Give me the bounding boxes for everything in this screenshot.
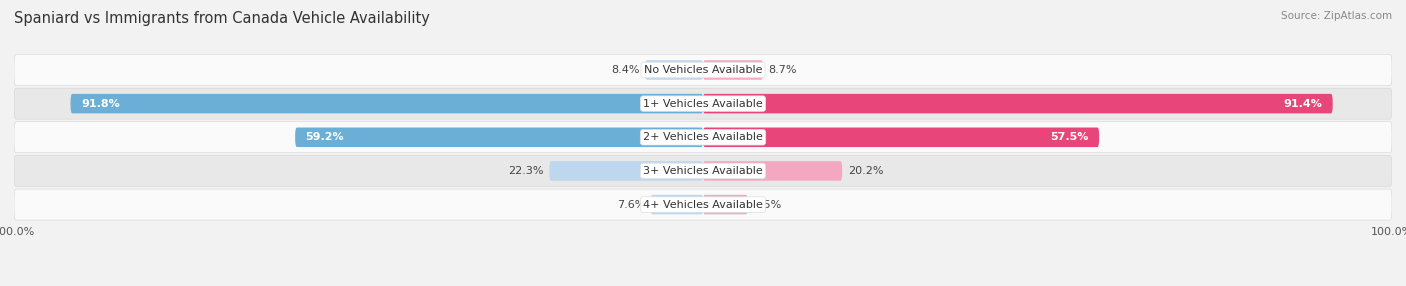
Text: 4+ Vehicles Available: 4+ Vehicles Available xyxy=(643,200,763,210)
FancyBboxPatch shape xyxy=(295,128,703,147)
Text: 8.7%: 8.7% xyxy=(769,65,797,75)
FancyBboxPatch shape xyxy=(645,60,703,80)
Text: 91.4%: 91.4% xyxy=(1284,99,1323,109)
Text: 59.2%: 59.2% xyxy=(305,132,344,142)
FancyBboxPatch shape xyxy=(703,195,748,214)
FancyBboxPatch shape xyxy=(703,94,1333,113)
Text: 22.3%: 22.3% xyxy=(509,166,544,176)
Text: 3+ Vehicles Available: 3+ Vehicles Available xyxy=(643,166,763,176)
Text: No Vehicles Available: No Vehicles Available xyxy=(644,65,762,75)
FancyBboxPatch shape xyxy=(70,94,703,113)
Text: 6.5%: 6.5% xyxy=(754,200,782,210)
Text: Source: ZipAtlas.com: Source: ZipAtlas.com xyxy=(1281,11,1392,21)
Text: 91.8%: 91.8% xyxy=(82,99,120,109)
FancyBboxPatch shape xyxy=(14,156,1392,186)
FancyBboxPatch shape xyxy=(14,55,1392,86)
FancyBboxPatch shape xyxy=(703,161,842,181)
FancyBboxPatch shape xyxy=(14,88,1392,119)
Text: 8.4%: 8.4% xyxy=(612,65,640,75)
Text: Spaniard vs Immigrants from Canada Vehicle Availability: Spaniard vs Immigrants from Canada Vehic… xyxy=(14,11,430,26)
FancyBboxPatch shape xyxy=(703,60,763,80)
FancyBboxPatch shape xyxy=(14,122,1392,153)
Text: 1+ Vehicles Available: 1+ Vehicles Available xyxy=(643,99,763,109)
Text: 7.6%: 7.6% xyxy=(617,200,645,210)
Text: 20.2%: 20.2% xyxy=(848,166,883,176)
FancyBboxPatch shape xyxy=(651,195,703,214)
Text: 57.5%: 57.5% xyxy=(1050,132,1088,142)
FancyBboxPatch shape xyxy=(550,161,703,181)
FancyBboxPatch shape xyxy=(14,189,1392,220)
FancyBboxPatch shape xyxy=(703,128,1099,147)
Text: 2+ Vehicles Available: 2+ Vehicles Available xyxy=(643,132,763,142)
